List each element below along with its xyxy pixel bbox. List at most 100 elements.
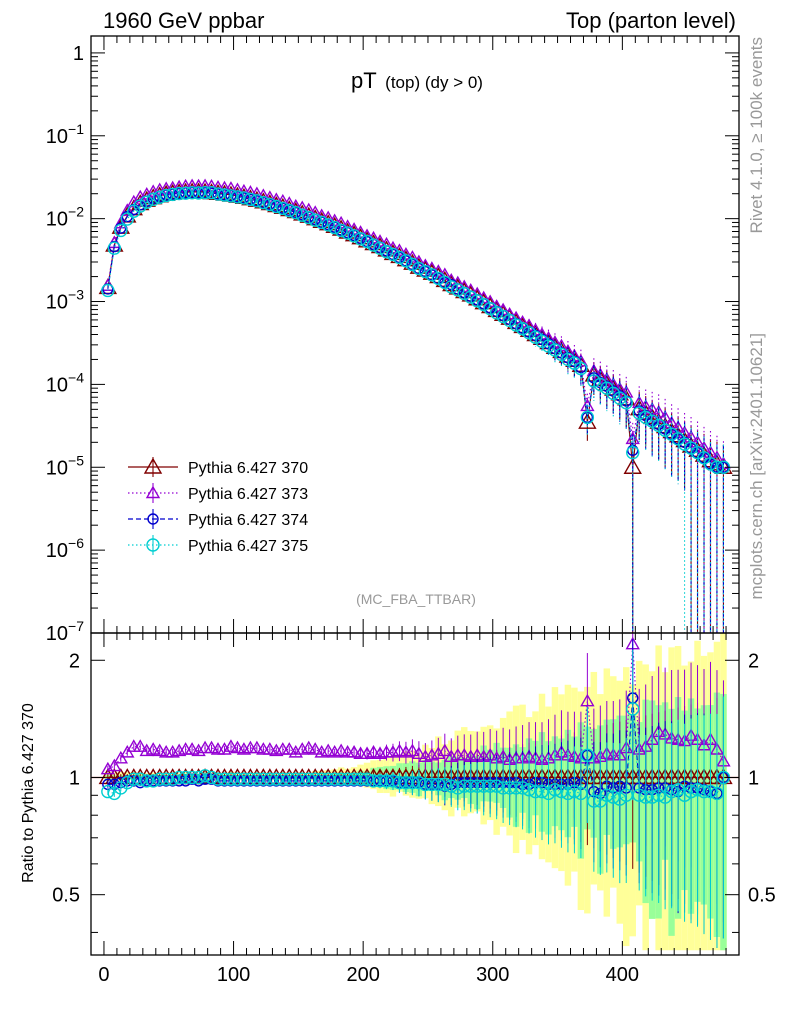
data-point: [237, 191, 251, 205]
series-pythia-6-427-375: [101, 185, 731, 633]
ratio-point: [217, 742, 232, 755]
rivet-version-label: Rivet 4.1.0, ≥ 100k events: [747, 37, 766, 233]
data-point: [302, 210, 316, 225]
data-point: [457, 286, 471, 301]
data-point: [419, 265, 432, 278]
ratio-point: [249, 740, 265, 754]
data-point: [101, 283, 115, 298]
ratio-point: [411, 746, 427, 760]
ratio-point: [626, 702, 640, 716]
data-point: [515, 321, 530, 336]
data-point: [626, 445, 640, 460]
data-point: [218, 189, 231, 201]
data-point: [120, 203, 135, 216]
data-point: [243, 192, 258, 207]
data-point: [418, 264, 433, 279]
main-y-tick-label: 10−6: [46, 535, 84, 562]
data-point: [238, 192, 250, 204]
ratio-point: [184, 742, 200, 755]
ratio-y-tick-label-left: 0.5: [52, 885, 80, 907]
ratio-uncertainty-bands: [104, 633, 727, 951]
main-y-tick-label: 10−1: [46, 121, 84, 148]
data-point: [373, 241, 387, 255]
data-point: [574, 361, 588, 376]
legend-entry: Pythia 6.427 370: [128, 457, 308, 477]
data-point: [431, 271, 446, 286]
data-point: [483, 301, 497, 316]
series-pythia-6-427-370: [98, 182, 733, 633]
data-point: [321, 218, 335, 232]
data-point: [645, 414, 659, 428]
data-point: [270, 200, 283, 212]
header-energy-label: 1960 GeV ppbar: [103, 8, 264, 33]
ratio-point: [133, 739, 148, 752]
data-point: [269, 199, 284, 214]
data-point: [251, 195, 263, 207]
data-point: [165, 187, 180, 202]
legend-label: Pythia 6.427 374: [188, 512, 308, 529]
data-point: [386, 247, 400, 262]
plot-title: pT (top) (dy > 0): [351, 68, 483, 93]
data-point: [470, 294, 484, 308]
data-point: [593, 377, 608, 392]
ratio-point: [301, 740, 316, 754]
x-tick-label: 200: [346, 964, 379, 986]
data-point: [173, 187, 185, 200]
data-point: [347, 229, 361, 243]
legend-label: Pythia 6.427 370: [188, 460, 308, 477]
legend-marker: [147, 513, 159, 525]
data-point: [263, 197, 277, 212]
data-point: [172, 186, 186, 201]
series-line: [107, 185, 724, 465]
data-point: [230, 190, 245, 204]
data-point: [703, 457, 718, 471]
data-point: [283, 204, 295, 217]
data-point: [399, 254, 413, 268]
ratio-point: [147, 775, 159, 787]
legend-marker: [146, 538, 160, 552]
data-point: [444, 280, 458, 294]
data-point: [360, 234, 374, 249]
x-tick-label: 0: [98, 964, 109, 986]
analysis-watermark: (MC_FBA_TTBAR): [356, 591, 476, 607]
data-point: [327, 220, 342, 235]
ratio-point: [230, 740, 245, 754]
ratio-point: [282, 742, 297, 755]
data-point: [412, 261, 426, 276]
data-point: [223, 181, 239, 194]
data-point: [451, 283, 465, 297]
data-point: [425, 268, 439, 282]
series-line: [107, 192, 724, 468]
data-point: [107, 241, 122, 255]
data-point: [289, 205, 303, 220]
ratio-point: [223, 739, 239, 752]
ratio-point: [333, 743, 349, 757]
mcplots-label: mcplots.cern.ch [arXiv:2401.10621]: [747, 333, 766, 599]
ratio-point: [437, 743, 453, 757]
data-point: [276, 201, 290, 216]
ratio-point: [431, 746, 446, 760]
data-point: [264, 198, 276, 211]
main-y-tick-label: 10−2: [46, 204, 84, 231]
ratio-point: [107, 758, 122, 772]
ratio-point: [320, 743, 336, 757]
data-point: [133, 199, 147, 213]
ratio-y-tick-label-right: 1: [748, 767, 759, 789]
ratio-point: [152, 743, 167, 757]
data-point: [528, 330, 543, 345]
data-point: [379, 244, 394, 259]
legend-entry: Pythia 6.427 375: [128, 535, 308, 555]
data-point: [587, 374, 601, 388]
plot-title-sub: (top) (dy > 0): [385, 73, 483, 92]
legend-entry: Pythia 6.427 373: [128, 483, 308, 503]
main-panel-series: [98, 178, 733, 633]
ratio-series-pythia-6-427-375: [101, 649, 731, 948]
ratio-point: [100, 761, 116, 775]
ratio-y-tick-label-right: 0.5: [748, 885, 776, 907]
main-y-tick-label: 10−7: [46, 618, 84, 645]
data-point: [120, 212, 134, 226]
ratio-point: [346, 744, 362, 758]
ratio-panel-series: [91, 633, 739, 948]
header-process-label: Top (parton level): [566, 8, 736, 33]
